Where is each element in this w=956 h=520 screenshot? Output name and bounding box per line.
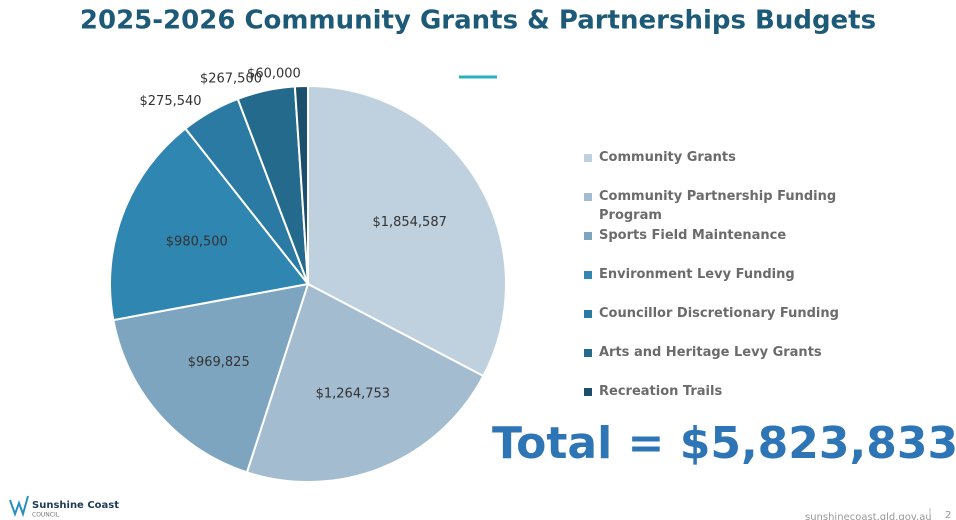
legend-label: Community Partnership Funding Program [599, 189, 837, 223]
data-label: $60,000 [247, 67, 301, 82]
data-label: $267,500 [200, 71, 262, 86]
legend-swatch [584, 388, 592, 396]
legend-label: Environment Levy Funding [599, 267, 795, 282]
legend-label: Arts and Heritage Levy Grants [599, 345, 822, 360]
data-label: $1,264,753 [316, 387, 390, 402]
footer-url: sunshinecoast.qld.gov.au [805, 512, 932, 520]
pie-slice [109, 127, 310, 322]
pie-slice [245, 282, 485, 483]
legend-swatch [584, 349, 592, 357]
legend-item: Sports Field Maintenance [584, 226, 844, 245]
legend-item: Community Grants [584, 148, 844, 167]
data-label: $1,854,587 [372, 215, 446, 230]
legend-swatch [584, 271, 592, 279]
chart-title: 2025-2026 Community Grants & Partnership… [80, 6, 876, 36]
legend-swatch [584, 232, 592, 240]
legend-item: Environment Levy Funding [584, 265, 844, 284]
logo-mark [9, 495, 29, 518]
logo-subtext: COUNCIL [32, 512, 60, 519]
logo-text: Sunshine Coast [32, 500, 119, 511]
legend-item: Recreation Trails [584, 382, 844, 401]
legend-label: Sports Field Maintenance [599, 228, 787, 243]
legend-swatch [584, 193, 592, 201]
pie-slice [307, 84, 507, 378]
legend-label: Recreation Trails [599, 384, 723, 399]
legend-swatch [584, 154, 592, 162]
legend-label: Councillor Discretionary Funding [599, 306, 839, 321]
legend-label: Community Grants [599, 150, 736, 165]
data-label: $969,825 [188, 355, 250, 370]
legend-item: Community Partnership Funding Program [584, 187, 844, 225]
legend-swatch [584, 310, 592, 318]
page-number: 2 [945, 510, 951, 520]
logo: Sunshine Coast COUNCIL [9, 495, 119, 519]
data-label: $980,500 [166, 235, 228, 250]
data-label: $275,540 [140, 94, 202, 109]
pie-slice [293, 84, 309, 285]
legend-item: Arts and Heritage Levy Grants [584, 343, 844, 362]
legend-item: Councillor Discretionary Funding [584, 304, 844, 323]
pie-slice [112, 282, 310, 474]
total-annotation: Total = $5,823,833 [492, 418, 956, 469]
